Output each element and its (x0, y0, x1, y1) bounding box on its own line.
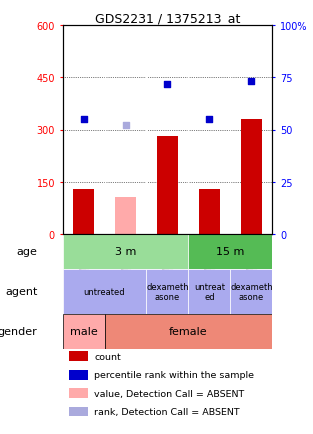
Text: GSM75445: GSM75445 (121, 237, 130, 285)
Text: GSM75447: GSM75447 (163, 237, 172, 285)
Text: agent: agent (5, 287, 38, 296)
Bar (73, 189, 94, 234)
Point (249, 79, 254, 86)
Text: GSM75446: GSM75446 (205, 237, 214, 285)
Bar (199, 189, 220, 234)
Text: 15 m: 15 m (216, 247, 244, 256)
Text: untreated: untreated (84, 287, 125, 296)
Text: age: age (17, 247, 38, 256)
Text: 3 m: 3 m (115, 247, 136, 256)
Text: value, Detection Call = ABSENT: value, Detection Call = ABSENT (94, 389, 244, 398)
Text: dexameth
asone: dexameth asone (146, 282, 189, 301)
Bar (188, 269, 230, 314)
Bar (146, 269, 188, 314)
Text: female: female (169, 327, 208, 336)
Title: GDS2231 / 1375213_at: GDS2231 / 1375213_at (95, 12, 240, 25)
Text: dexameth
asone: dexameth asone (230, 282, 273, 301)
Bar (69, 352, 88, 362)
Text: percentile rank within the sample: percentile rank within the sample (94, 370, 254, 379)
Text: GSM75444: GSM75444 (79, 237, 88, 285)
Bar (188, 234, 272, 269)
Point (123, 122, 128, 129)
Bar (230, 269, 272, 314)
Point (207, 116, 212, 123)
Bar (63, 234, 188, 269)
Point (81, 116, 86, 123)
Bar (241, 120, 262, 234)
Text: untreat
ed: untreat ed (194, 282, 225, 301)
Text: count: count (94, 352, 121, 361)
Bar (69, 388, 88, 398)
Text: male: male (70, 327, 97, 336)
Point (165, 81, 170, 88)
Bar (105, 314, 272, 349)
Bar (63, 314, 105, 349)
Text: GSM75448: GSM75448 (247, 237, 256, 285)
Bar (69, 407, 88, 417)
Text: gender: gender (0, 327, 38, 336)
Bar (63, 269, 146, 314)
Bar (157, 137, 178, 234)
Text: rank, Detection Call = ABSENT: rank, Detection Call = ABSENT (94, 407, 240, 416)
Bar (69, 370, 88, 380)
Bar (115, 198, 136, 234)
